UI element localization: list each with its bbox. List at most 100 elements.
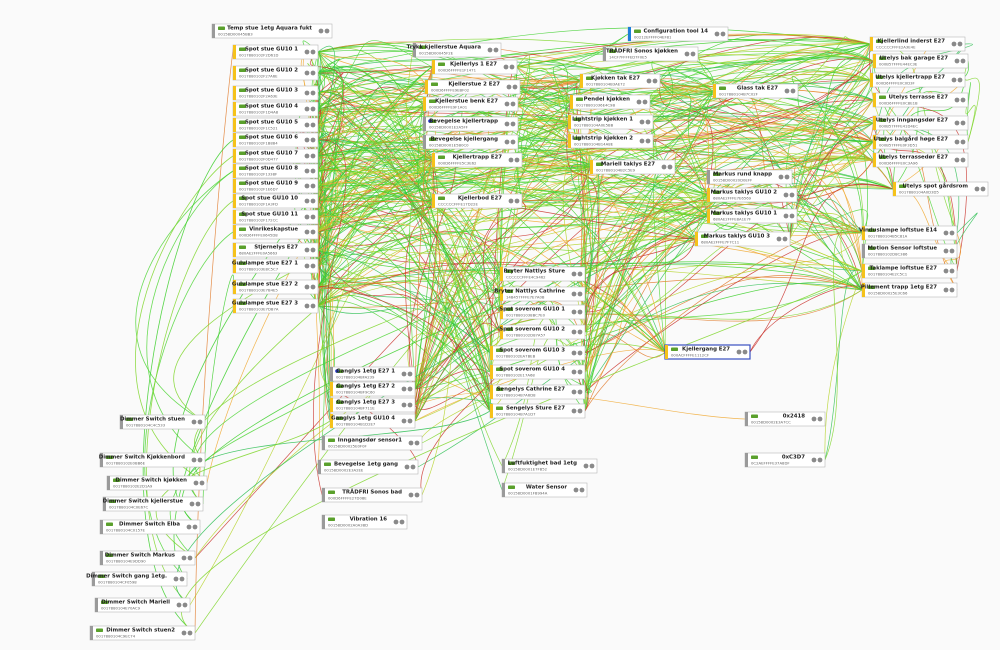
node-button bbox=[573, 487, 579, 493]
node-stripe bbox=[568, 115, 571, 129]
node-label: Kjøkken tak E27 bbox=[591, 76, 640, 82]
node-icon bbox=[713, 211, 720, 215]
node-label: Glass tak E27 bbox=[737, 86, 778, 92]
node-icon bbox=[239, 166, 246, 170]
link bbox=[674, 90, 714, 168]
node-stripe bbox=[590, 160, 593, 174]
node[interactable]: Dimmer Switch gang 1etg.0017880104CF0598 bbox=[86, 571, 188, 587]
node-label: Inngangsdør sensor1 bbox=[338, 438, 402, 444]
link bbox=[317, 70, 696, 240]
node-stripe bbox=[862, 226, 865, 240]
node[interactable]: Dimmer Switch Kjøkkenbord0017880102E0BB6… bbox=[99, 452, 206, 468]
link bbox=[317, 170, 708, 200]
node-label: Motion Sensor loftstue bbox=[868, 246, 938, 252]
node-label: Lightstrip kjøkken 1 bbox=[572, 117, 633, 123]
link bbox=[317, 86, 426, 187]
node-button bbox=[182, 602, 188, 608]
node[interactable]: Dimmer Switch kjellerstue0017880104C0E67… bbox=[103, 496, 204, 512]
node-label: Gulvlampe stue E27 2 bbox=[232, 282, 298, 288]
node-id: 0017880102F1C521 bbox=[239, 126, 278, 131]
link bbox=[173, 200, 433, 423]
link bbox=[414, 78, 581, 390]
node-icon bbox=[438, 196, 445, 200]
